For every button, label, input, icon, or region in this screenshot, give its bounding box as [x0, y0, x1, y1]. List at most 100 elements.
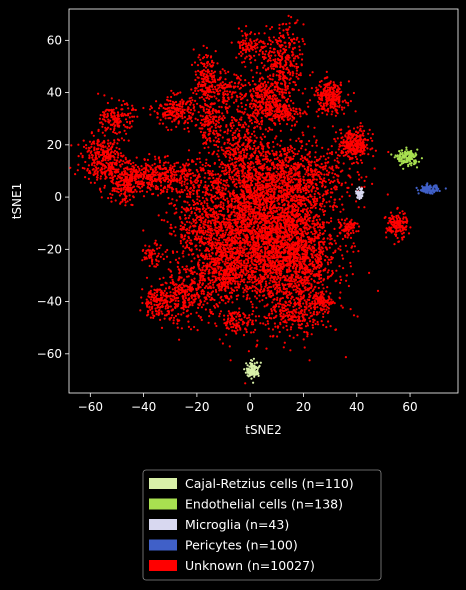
data-point — [206, 262, 209, 265]
data-point — [210, 296, 213, 300]
data-point — [190, 300, 193, 304]
data-point — [252, 243, 255, 246]
data-point — [216, 239, 219, 242]
data-point — [210, 266, 213, 269]
data-point — [296, 334, 299, 337]
data-point — [268, 286, 271, 289]
data-point — [218, 158, 221, 162]
data-point — [199, 244, 202, 247]
data-point — [339, 275, 342, 278]
data-point — [199, 286, 202, 289]
data-point — [201, 271, 205, 274]
data-point — [211, 229, 214, 232]
data-point — [232, 241, 235, 244]
data-point — [312, 226, 315, 229]
data-point — [184, 297, 187, 300]
data-point — [196, 198, 199, 201]
data-point — [310, 278, 313, 281]
data-point — [195, 238, 198, 241]
data-point — [321, 227, 324, 230]
data-point — [204, 241, 207, 245]
data-point — [154, 168, 157, 171]
data-point — [229, 195, 232, 198]
data-point — [288, 257, 291, 260]
data-point — [163, 289, 166, 292]
data-point — [195, 191, 199, 194]
data-point — [310, 231, 313, 234]
data-point — [265, 347, 268, 350]
data-point — [265, 316, 268, 320]
data-point — [248, 251, 251, 254]
data-point — [209, 308, 212, 311]
data-point — [255, 292, 259, 295]
data-point — [306, 207, 309, 210]
data-point — [217, 155, 220, 158]
data-point — [252, 212, 255, 215]
data-point — [263, 228, 266, 231]
data-point — [248, 297, 251, 300]
data-point — [238, 307, 241, 310]
data-point — [258, 198, 261, 201]
data-point — [305, 213, 308, 216]
data-point — [246, 216, 249, 219]
data-point — [292, 336, 295, 339]
data-point — [199, 316, 202, 319]
data-point — [203, 236, 206, 239]
data-point — [280, 270, 283, 273]
data-point — [210, 235, 213, 238]
data-point — [341, 195, 344, 198]
data-point — [190, 222, 193, 225]
data-point — [242, 232, 245, 235]
data-point — [321, 283, 324, 286]
data-point — [279, 225, 282, 228]
data-point — [232, 267, 235, 270]
data-point — [192, 192, 195, 195]
data-point — [291, 236, 294, 239]
data-point — [249, 215, 252, 218]
data-point — [264, 235, 267, 238]
data-point — [185, 271, 188, 274]
data-point — [183, 189, 186, 192]
data-point — [231, 219, 234, 222]
data-point — [274, 226, 277, 229]
data-point — [273, 280, 276, 283]
data-point — [218, 239, 221, 242]
data-point — [250, 331, 253, 334]
data-point — [225, 277, 228, 280]
data-point — [250, 255, 253, 258]
data-point — [211, 312, 215, 316]
data-point — [276, 264, 279, 267]
data-point — [321, 208, 324, 211]
data-point — [272, 145, 275, 148]
data-point — [251, 281, 255, 284]
data-point — [184, 294, 187, 297]
data-point — [208, 257, 211, 260]
data-point — [253, 222, 256, 225]
data-point — [272, 253, 275, 256]
data-point — [236, 248, 239, 251]
data-point — [143, 158, 146, 161]
data-point — [169, 276, 172, 279]
data-point — [188, 214, 191, 217]
data-point — [274, 286, 277, 290]
data-point — [222, 283, 225, 286]
data-point — [241, 226, 244, 229]
data-point — [275, 281, 278, 284]
data-point — [196, 283, 199, 286]
data-point — [341, 257, 345, 260]
data-point — [177, 279, 180, 282]
data-point — [304, 204, 307, 207]
data-point — [329, 235, 332, 238]
data-point — [288, 291, 291, 294]
data-point — [287, 278, 290, 281]
data-point — [220, 201, 223, 204]
data-point — [250, 229, 253, 232]
data-point — [227, 259, 230, 262]
data-point — [285, 270, 288, 274]
data-point — [252, 234, 255, 237]
data-point — [244, 240, 247, 243]
data-point — [204, 231, 207, 234]
data-point — [356, 315, 359, 318]
data-point — [254, 147, 258, 150]
data-point — [311, 270, 314, 273]
